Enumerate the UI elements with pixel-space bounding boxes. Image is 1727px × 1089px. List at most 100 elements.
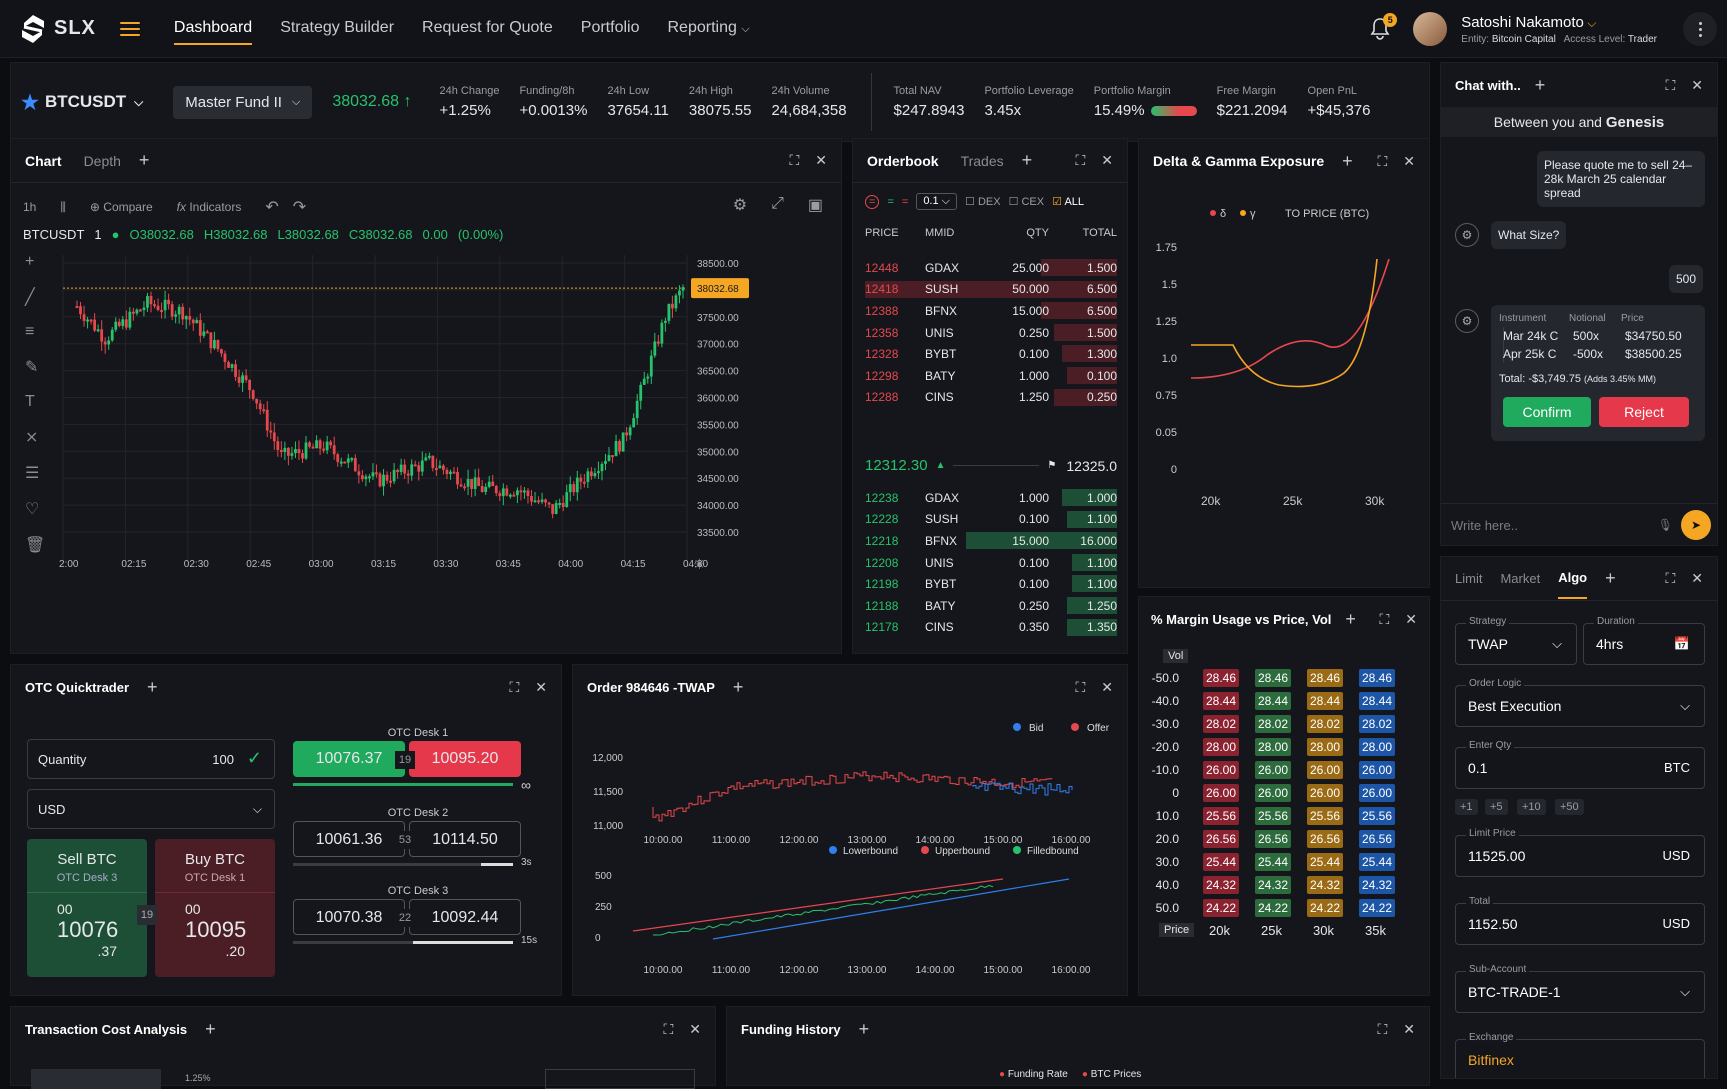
quick-qty-5[interactable]: +5: [1485, 799, 1508, 815]
app-logo[interactable]: SLX: [20, 14, 96, 44]
limit-price-input[interactable]: Limit Price 11525.00 USD: [1455, 828, 1705, 877]
heat-cell[interactable]: 26.00: [1359, 784, 1395, 802]
ask-row[interactable]: 12298 BATY 1.000 0.100: [865, 365, 1117, 387]
send-button[interactable]: ➤: [1681, 510, 1711, 540]
expand-icon[interactable]: ⛶: [1379, 610, 1390, 627]
fund-selector[interactable]: Master Fund II ⌵: [173, 85, 313, 119]
heat-cell[interactable]: 28.00: [1203, 738, 1239, 756]
heat-cell[interactable]: 24.22: [1307, 899, 1343, 917]
user-block[interactable]: Satoshi Nakamoto ⌵ Entity: Bitcoin Capit…: [1461, 14, 1657, 45]
quantity-input[interactable]: Quantity 100 ✓: [27, 739, 275, 779]
expand-icon[interactable]: ⛶: [1075, 678, 1086, 695]
menu-icon[interactable]: [119, 21, 140, 36]
camera-icon[interactable]: ▣: [807, 197, 823, 214]
expand-icon[interactable]: ⛶: [663, 1020, 674, 1037]
desk-bid-button[interactable]: 10061.36: [293, 821, 405, 857]
desk-bid-button[interactable]: 10076.37: [293, 741, 405, 777]
heat-cell[interactable]: 28.46: [1307, 669, 1343, 687]
heat-cell[interactable]: 28.02: [1255, 715, 1291, 733]
measure-icon[interactable]: ☰: [25, 465, 40, 482]
indicators-button[interactable]: fx Indicators: [176, 200, 242, 214]
bid-row[interactable]: 12208 UNIS 0.100 1.100: [865, 552, 1117, 574]
heat-cell[interactable]: 24.22: [1203, 899, 1239, 917]
add-tab-icon[interactable]: +: [1345, 608, 1356, 629]
nav-portfolio[interactable]: Portfolio: [580, 18, 640, 36]
bid-row[interactable]: 12238 GDAX 1.000 1.000: [865, 487, 1117, 509]
close-icon[interactable]: ✕: [1405, 610, 1417, 627]
heat-cell[interactable]: 26.00: [1255, 761, 1291, 779]
close-icon[interactable]: ✕: [1403, 152, 1415, 169]
trash-icon[interactable]: 🗑: [25, 537, 46, 554]
view-asks-icon[interactable]: =: [901, 195, 909, 208]
ask-row[interactable]: 12418 SUSH 50.000 6.500: [865, 279, 1117, 301]
qty-input[interactable]: Enter Qty 0.1 BTC: [1455, 740, 1705, 789]
heat-cell[interactable]: 28.46: [1203, 669, 1239, 687]
add-tab-icon[interactable]: +: [1605, 568, 1616, 588]
close-icon[interactable]: ✕: [815, 152, 827, 168]
add-chat-icon[interactable]: +: [1534, 74, 1546, 95]
heat-cell[interactable]: 26.00: [1307, 761, 1343, 779]
tab-market[interactable]: Market: [1500, 571, 1541, 586]
expand-icon[interactable]: ⛶: [1377, 1020, 1388, 1037]
price-chart[interactable]: 38500.00 37500.00 37000.00 36500.00 36000.00…: [11, 139, 843, 655]
settings-gear-icon[interactable]: ⚙: [732, 197, 748, 214]
add-tab-icon[interactable]: +: [858, 1018, 870, 1039]
ask-row[interactable]: 12388 BFNX 15.000 6.500: [865, 300, 1117, 322]
heat-cell[interactable]: 25.44: [1203, 853, 1239, 871]
view-both-icon[interactable]: =: [865, 194, 880, 209]
desk-ask-button[interactable]: 10114.50: [409, 821, 521, 857]
view-bids-icon[interactable]: =: [887, 195, 894, 208]
pattern-icon[interactable]: ⨯: [25, 429, 39, 446]
add-tab-icon[interactable]: +: [732, 676, 744, 697]
heat-cell[interactable]: 25.44: [1359, 853, 1395, 871]
favorite-icon[interactable]: ♡: [25, 501, 40, 518]
candle-type-icon[interactable]: ⫼: [60, 199, 66, 214]
heat-cell[interactable]: 26.56: [1255, 830, 1291, 848]
close-icon[interactable]: ✕: [1691, 76, 1703, 93]
add-tab-icon[interactable]: +: [138, 150, 150, 170]
trendline-icon[interactable]: ╱: [25, 289, 35, 306]
heat-cell[interactable]: 25.56: [1255, 807, 1291, 825]
bid-row[interactable]: 12178 CINS 0.350 1.350: [865, 617, 1117, 639]
tab-orderbook[interactable]: Orderbook: [867, 152, 939, 169]
heat-cell[interactable]: 24.32: [1307, 876, 1343, 894]
heat-cell[interactable]: 24.32: [1359, 876, 1395, 894]
heat-cell[interactable]: 28.46: [1255, 669, 1291, 687]
add-tab-icon[interactable]: +: [1342, 150, 1353, 171]
nav-dashboard[interactable]: Dashboard: [173, 13, 253, 45]
filter-dex[interactable]: ☐ DEX: [965, 196, 1001, 208]
heat-cell[interactable]: 28.02: [1307, 715, 1343, 733]
tab-depth[interactable]: Depth: [83, 152, 121, 169]
close-icon[interactable]: ✕: [1691, 570, 1703, 586]
buy-btc-button[interactable]: Buy BTC OTC Desk 1 00 10095 .20: [155, 839, 275, 977]
mic-icon[interactable]: 🎙: [1657, 518, 1673, 532]
sell-btc-button[interactable]: Sell BTC OTC Desk 3 00 10076 .37: [27, 839, 147, 977]
brush-icon[interactable]: ✎: [25, 359, 39, 376]
compare-button[interactable]: ⊕ Compare: [89, 200, 153, 214]
symbol-selector[interactable]: ★ BTCUSDT ⌵: [21, 90, 143, 115]
fullscreen-icon[interactable]: ⤢: [771, 195, 784, 212]
expand-icon[interactable]: ⛶: [1377, 152, 1388, 169]
expand-icon[interactable]: ⛶: [509, 678, 520, 695]
nav-reporting[interactable]: Reporting ⌵: [667, 13, 749, 45]
ask-row[interactable]: 12328 BYBT 0.100 1.300: [865, 343, 1117, 365]
confirm-button[interactable]: Confirm: [1503, 397, 1591, 427]
bell-icon[interactable]: 5: [1369, 13, 1398, 41]
desk-bid-button[interactable]: 10070.38: [293, 899, 405, 935]
heat-cell[interactable]: 28.44: [1203, 692, 1239, 710]
heat-cell[interactable]: 24.32: [1203, 876, 1239, 894]
ask-row[interactable]: 12448 GDAX 25.000 1.500: [865, 257, 1117, 279]
heat-cell[interactable]: 28.44: [1307, 692, 1343, 710]
heat-cell[interactable]: 24.22: [1255, 899, 1291, 917]
redo-icon[interactable]: ↷: [292, 199, 307, 216]
ask-row[interactable]: 12358 UNIS 0.250 1.500: [865, 322, 1117, 344]
heat-cell[interactable]: 28.00: [1255, 738, 1291, 756]
heat-cell[interactable]: 26.00: [1307, 784, 1343, 802]
avatar[interactable]: [1413, 12, 1448, 46]
heat-cell[interactable]: 28.44: [1255, 692, 1291, 710]
ask-row[interactable]: 12288 CINS 1.250 0.250: [865, 387, 1117, 409]
add-tab-icon[interactable]: +: [205, 1018, 216, 1039]
quick-qty-50[interactable]: +50: [1555, 799, 1584, 815]
nav-rfq[interactable]: Request for Quote: [422, 18, 553, 36]
heat-cell[interactable]: 25.44: [1255, 853, 1291, 871]
